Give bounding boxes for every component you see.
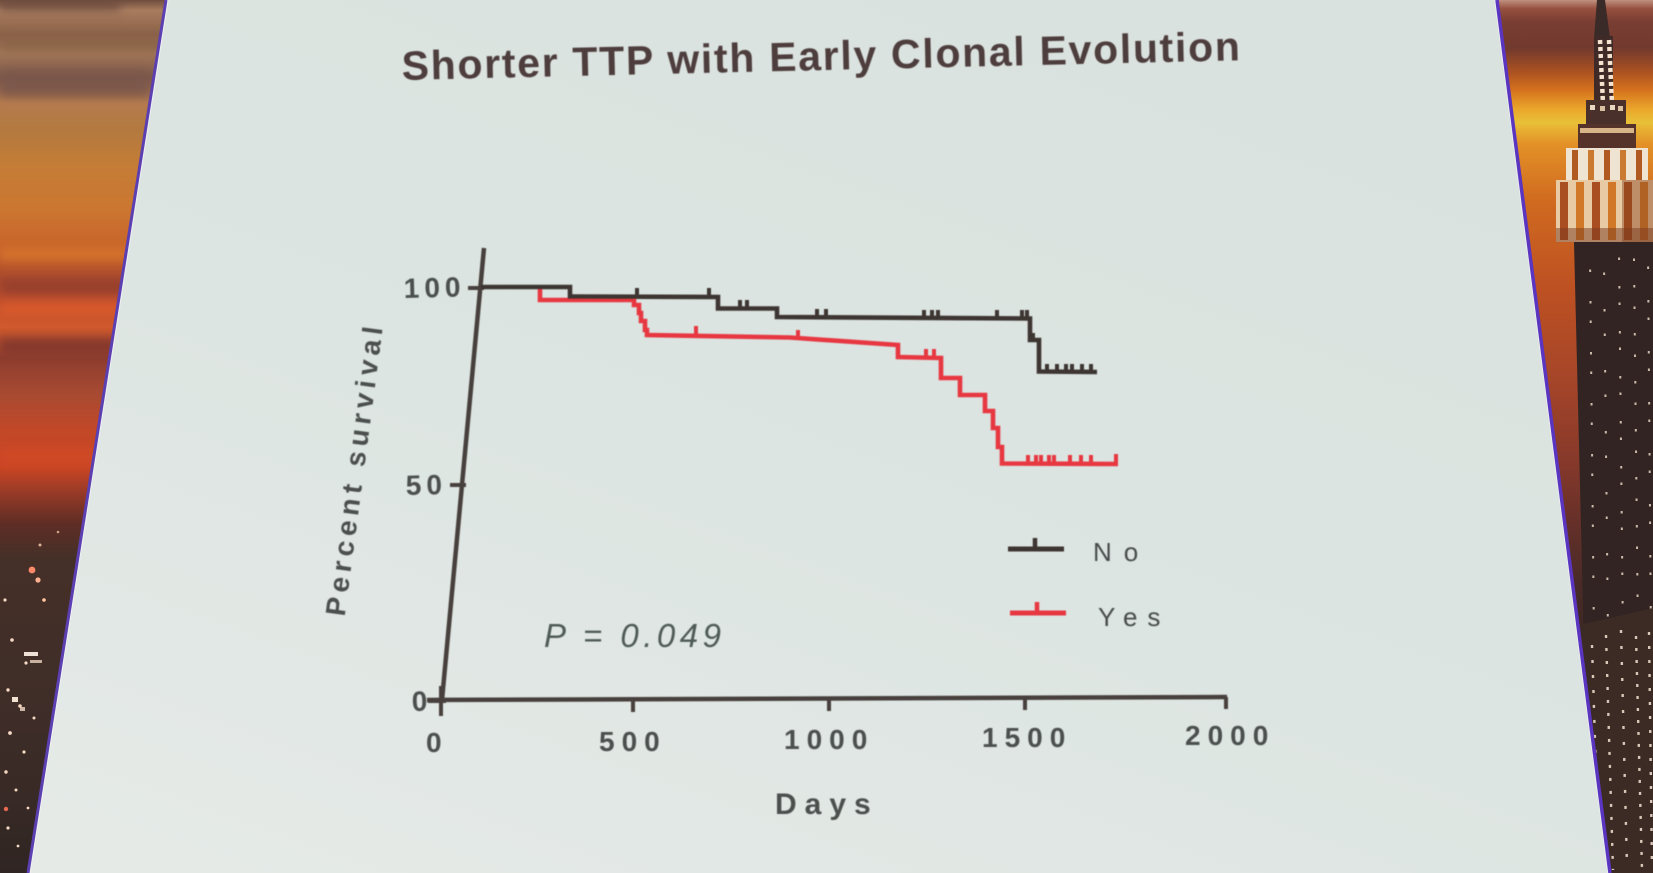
svg-text:1000: 1000 — [784, 724, 874, 755]
svg-text:0: 0 — [426, 727, 449, 758]
svg-text:100: 100 — [403, 271, 466, 304]
svg-text:500: 500 — [599, 726, 667, 757]
svg-text:50: 50 — [405, 469, 447, 501]
svg-text:0: 0 — [411, 685, 432, 717]
svg-text:P = 0.049: P = 0.049 — [544, 617, 725, 654]
svg-text:Yes: Yes — [1098, 602, 1170, 632]
svg-text:2000: 2000 — [1185, 720, 1275, 751]
svg-text:1500: 1500 — [982, 722, 1072, 753]
svg-text:Days: Days — [775, 788, 879, 821]
svg-text:No: No — [1093, 537, 1150, 567]
